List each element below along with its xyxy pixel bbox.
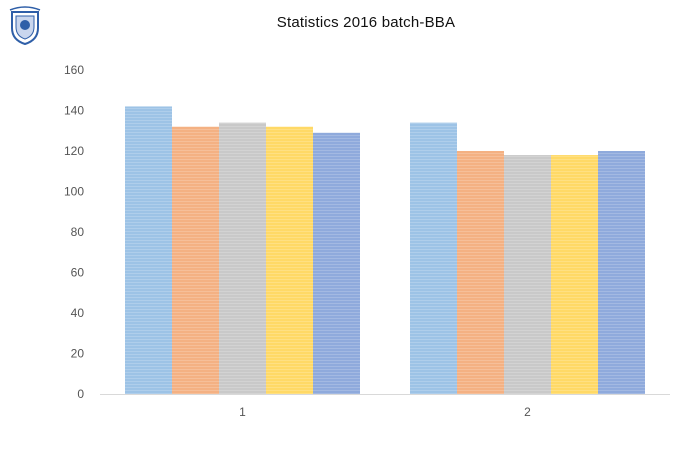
y-tick-label: 60 xyxy=(71,266,85,280)
y-tick-label: 20 xyxy=(71,347,85,361)
y-tick-label: 80 xyxy=(71,225,85,239)
bar-series-2-cat-1 xyxy=(172,126,219,394)
y-tick-label: 100 xyxy=(64,185,84,199)
bar-series-1-cat-2 xyxy=(410,122,457,395)
bar-series-1-cat-1 xyxy=(125,106,172,394)
y-tick-label: 140 xyxy=(64,104,84,118)
bar-series-3-cat-2 xyxy=(504,155,551,394)
university-crest-icon xyxy=(9,6,41,46)
bar-series-4-cat-2 xyxy=(551,155,598,394)
chart-title: Statistics 2016 batch-BBA xyxy=(276,14,456,31)
bar-series-2-cat-2 xyxy=(457,151,504,394)
x-tick-label: 1 xyxy=(239,405,246,419)
y-tick-label: 40 xyxy=(71,306,85,320)
x-tick-label: 2 xyxy=(524,405,531,419)
bar-series-3-cat-1 xyxy=(219,122,266,395)
bar-series-4-cat-1 xyxy=(266,126,313,394)
bar-series-5-cat-1 xyxy=(313,132,360,394)
y-tick-label: 160 xyxy=(64,63,84,77)
y-tick-label: 0 xyxy=(77,387,84,401)
bar-series-5-cat-2 xyxy=(598,151,645,394)
y-tick-label: 120 xyxy=(64,144,84,158)
